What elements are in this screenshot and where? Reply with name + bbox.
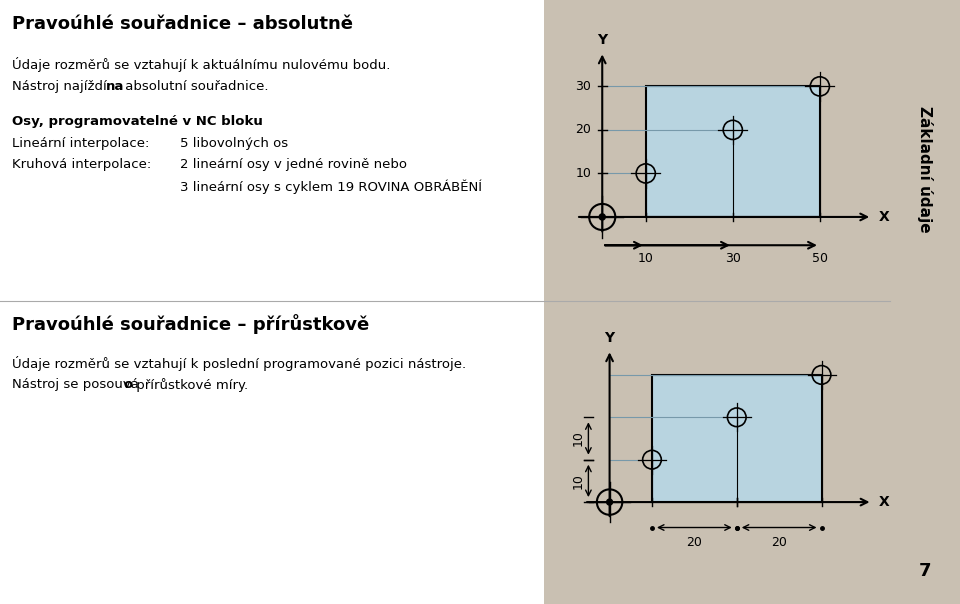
- Text: 50: 50: [812, 252, 828, 265]
- Text: Nástroj najíždí: Nástroj najíždí: [12, 80, 110, 93]
- Text: na: na: [106, 80, 124, 93]
- Text: 5 libovolných os: 5 libovolných os: [180, 137, 288, 150]
- Text: 20: 20: [575, 123, 591, 137]
- Text: X: X: [878, 495, 890, 509]
- Text: Y: Y: [605, 331, 614, 345]
- Circle shape: [599, 214, 606, 220]
- Text: 10: 10: [637, 252, 654, 265]
- Text: X: X: [878, 210, 889, 224]
- Text: Údaje rozměrů se vztahují k aktuálnímu nulovému bodu.: Údaje rozměrů se vztahují k aktuálnímu n…: [12, 57, 390, 72]
- Text: Y: Y: [597, 33, 608, 47]
- Text: Údaje rozměrů se vztahují k poslední programované pozici nástroje.: Údaje rozměrů se vztahují k poslední pro…: [12, 356, 466, 371]
- Bar: [890, 0, 960, 604]
- Text: 20: 20: [771, 536, 787, 549]
- Text: 20: 20: [686, 536, 703, 549]
- Bar: [646, 86, 820, 217]
- Text: Pravoúhlé souřadnice – přírůstkově: Pravoúhlé souřadnice – přírůstkově: [12, 314, 369, 334]
- Text: 7: 7: [919, 562, 932, 580]
- Text: o: o: [123, 378, 132, 391]
- Bar: [544, 0, 890, 604]
- Text: Základní údaje: Základní údaje: [918, 106, 933, 233]
- Text: 30: 30: [725, 252, 741, 265]
- Text: 30: 30: [575, 80, 591, 93]
- Text: 10: 10: [571, 473, 585, 489]
- Text: 10: 10: [571, 431, 585, 446]
- Circle shape: [607, 499, 612, 505]
- Text: absolutní souřadnice.: absolutní souřadnice.: [121, 80, 269, 93]
- Text: Nástroj se posouvá: Nástroj se posouvá: [12, 378, 143, 391]
- Text: Kruhová interpolace:: Kruhová interpolace:: [12, 158, 151, 172]
- Text: 10: 10: [575, 167, 591, 180]
- Text: Lineární interpolace:: Lineární interpolace:: [12, 137, 149, 150]
- Text: Osy, programovatelné v NC bloku: Osy, programovatelné v NC bloku: [12, 115, 262, 128]
- Text: 3 lineární osy s cyklem 19 ROVINA OBRÁBĚNÍ: 3 lineární osy s cyklem 19 ROVINA OBRÁBĚ…: [180, 179, 482, 194]
- Text: Pravoúhlé souřadnice – absolutně: Pravoúhlé souřadnice – absolutně: [12, 15, 352, 33]
- Bar: [652, 375, 822, 502]
- Text: 2 lineární osy v jedné rovině nebo: 2 lineární osy v jedné rovině nebo: [180, 158, 406, 172]
- Text: přírůstkové míry.: přírůstkové míry.: [132, 378, 249, 392]
